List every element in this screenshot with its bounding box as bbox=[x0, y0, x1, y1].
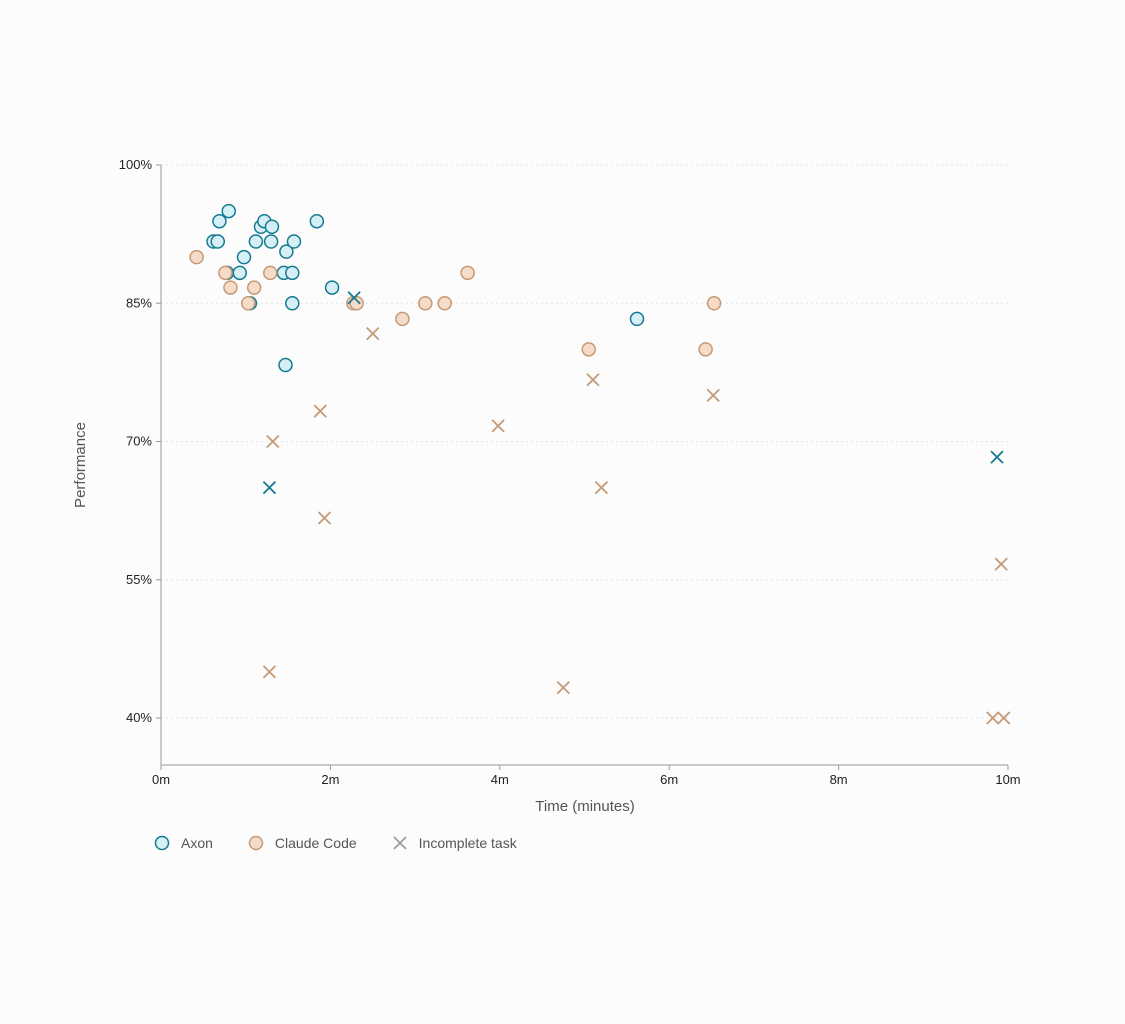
claude-code-incomplete-point bbox=[586, 373, 600, 387]
claude-code-point bbox=[246, 280, 262, 295]
claude-code-incomplete-point bbox=[313, 404, 327, 418]
claude-code-point bbox=[189, 249, 204, 265]
axon-point bbox=[278, 357, 293, 373]
axon-point bbox=[309, 213, 325, 229]
y-tick-label: 40% bbox=[126, 710, 152, 725]
incomplete-x-icon bbox=[393, 836, 407, 850]
claude-code-incomplete-point bbox=[491, 419, 505, 433]
claude-code-incomplete-point bbox=[366, 327, 380, 341]
axon-incomplete-point bbox=[262, 480, 277, 495]
y-tick-label: 85% bbox=[126, 295, 152, 310]
claude-code-incomplete-point bbox=[317, 511, 332, 525]
axon-incomplete-point bbox=[347, 291, 361, 305]
axes bbox=[160, 165, 1008, 766]
legend-label-axon: Axon bbox=[181, 835, 213, 851]
ticks: 40% 55% 70% 85% 100% 0m 2m 4m 6m 8m 10m bbox=[119, 157, 1021, 787]
claude-code-point bbox=[218, 265, 233, 281]
claude-code-incomplete-point bbox=[262, 665, 277, 679]
legend-label-incomplete-task: Incomplete task bbox=[418, 835, 517, 851]
axon-point bbox=[232, 265, 248, 281]
claude-code-point bbox=[395, 311, 410, 327]
legend-item-incomplete-task: Incomplete task bbox=[391, 834, 517, 852]
axon-point bbox=[324, 280, 340, 295]
claude-code-point bbox=[223, 280, 238, 295]
claude-code-incomplete-point bbox=[266, 434, 280, 449]
claude-code-point bbox=[418, 296, 433, 311]
axon-point bbox=[221, 203, 237, 219]
claude-code-point bbox=[460, 265, 475, 281]
claude-code-marker-icon bbox=[248, 835, 264, 851]
y-tick-label: 70% bbox=[126, 434, 152, 449]
y-tick-label: 100% bbox=[119, 157, 153, 172]
claude-code-incomplete-point bbox=[994, 557, 1008, 571]
claude-code-incomplete-point bbox=[706, 388, 720, 403]
x-tick-label: 0m bbox=[152, 772, 170, 787]
claude-code-point bbox=[349, 296, 364, 311]
axon-point bbox=[210, 234, 225, 249]
axon-point bbox=[248, 234, 264, 249]
legend-item-axon: Axon bbox=[153, 834, 213, 852]
axon-point bbox=[285, 296, 300, 311]
claude-code-point bbox=[581, 342, 596, 357]
axon-point bbox=[236, 249, 252, 265]
chart-legend: Axon Claude Code Incomplete task bbox=[153, 834, 551, 852]
axon-point bbox=[212, 213, 227, 229]
data-points bbox=[189, 203, 1011, 725]
claude-code-incomplete-point bbox=[594, 480, 609, 495]
axon-marker-icon bbox=[154, 835, 170, 851]
x-tick-label: 2m bbox=[321, 772, 339, 787]
claude-code-incomplete-point bbox=[997, 711, 1011, 725]
axon-point bbox=[286, 234, 302, 249]
x-axis-title: Time (minutes) bbox=[535, 798, 634, 815]
claude-code-point bbox=[698, 342, 713, 357]
y-tick-label: 55% bbox=[126, 572, 152, 587]
legend-label-claude-code: Claude Code bbox=[274, 835, 357, 851]
claude-code-point bbox=[437, 296, 452, 311]
axon-point bbox=[263, 234, 279, 249]
claude-code-point bbox=[240, 296, 256, 311]
x-tick-label: 4m bbox=[491, 772, 509, 787]
axon-point bbox=[285, 265, 300, 281]
axon-point bbox=[264, 219, 280, 235]
grid-lines bbox=[161, 164, 1008, 719]
legend-item-claude-code: Claude Code bbox=[247, 834, 357, 852]
x-tick-label: 6m bbox=[660, 772, 678, 787]
axon-point bbox=[629, 311, 645, 327]
claude-code-incomplete-point bbox=[986, 711, 1000, 725]
y-axis-title: Performance bbox=[72, 422, 89, 508]
x-tick-label: 10m bbox=[995, 772, 1020, 787]
axon-incomplete-point bbox=[990, 450, 1004, 464]
claude-code-point bbox=[706, 296, 722, 311]
claude-code-point bbox=[263, 265, 278, 281]
claude-code-incomplete-point bbox=[556, 680, 570, 695]
axon-point bbox=[279, 244, 294, 259]
x-tick-label: 8m bbox=[830, 772, 848, 787]
